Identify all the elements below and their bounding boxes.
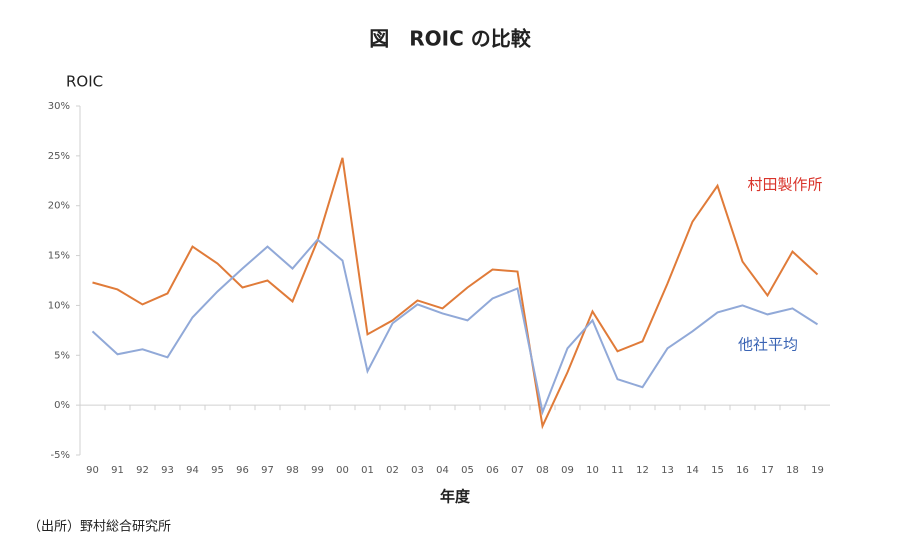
x-tick-label: 14 (686, 465, 699, 476)
series-label: 村田製作所 (747, 176, 822, 194)
x-tick-label: 91 (111, 465, 124, 476)
series-line (91, 238, 819, 416)
x-tick-label: 10 (586, 465, 599, 476)
x-tick-label: 15 (711, 465, 724, 476)
x-tick-label: 95 (211, 465, 224, 476)
x-tick-label: 13 (661, 465, 674, 476)
x-tick-label: 03 (411, 465, 424, 476)
x-tick-label: 00 (336, 465, 349, 476)
x-tick-label: 08 (536, 465, 549, 476)
y-tick-label: 10% (48, 300, 70, 311)
x-tick-label: 93 (161, 465, 174, 476)
x-tick-label: 05 (461, 465, 474, 476)
source-note: （出所）野村総合研究所 (28, 520, 171, 535)
y-tick-label: 25% (48, 151, 70, 162)
y-tick-label: 30% (48, 101, 70, 112)
y-tick-label: 15% (48, 251, 70, 262)
x-tick-label: 07 (511, 465, 524, 476)
x-axis-label: 年度 (440, 488, 471, 506)
x-tick-label: 99 (311, 465, 324, 476)
x-tick-label: 01 (361, 465, 374, 476)
x-tick-label: 19 (811, 465, 824, 476)
series-label: 他社平均 (738, 336, 798, 354)
x-tick-label: 17 (761, 465, 774, 476)
x-tick-label: 16 (736, 465, 749, 476)
x-tick-label: 97 (261, 465, 274, 476)
x-tick-label: 12 (636, 465, 649, 476)
y-axis-label: ROIC (66, 73, 103, 91)
x-tick-label: 09 (561, 465, 574, 476)
x-tick-label: 11 (611, 465, 624, 476)
x-tick-label: 06 (486, 465, 499, 476)
x-tick-label: 94 (186, 465, 199, 476)
y-tick-label: 5% (54, 350, 70, 361)
x-tick-label: 96 (236, 465, 249, 476)
y-tick-label: 0% (54, 400, 70, 411)
x-tick-label: 98 (286, 465, 299, 476)
y-tick-label: 20% (48, 201, 70, 212)
x-tick-label: 18 (786, 465, 799, 476)
y-tick-label: -5% (51, 450, 70, 461)
x-tick-label: 90 (86, 465, 99, 476)
series-line (92, 157, 819, 430)
x-tick-label: 02 (386, 465, 399, 476)
x-tick-label: 92 (136, 465, 149, 476)
x-tick-label: 04 (436, 465, 449, 476)
chart-title: 図 ROIC の比較 (369, 27, 531, 51)
